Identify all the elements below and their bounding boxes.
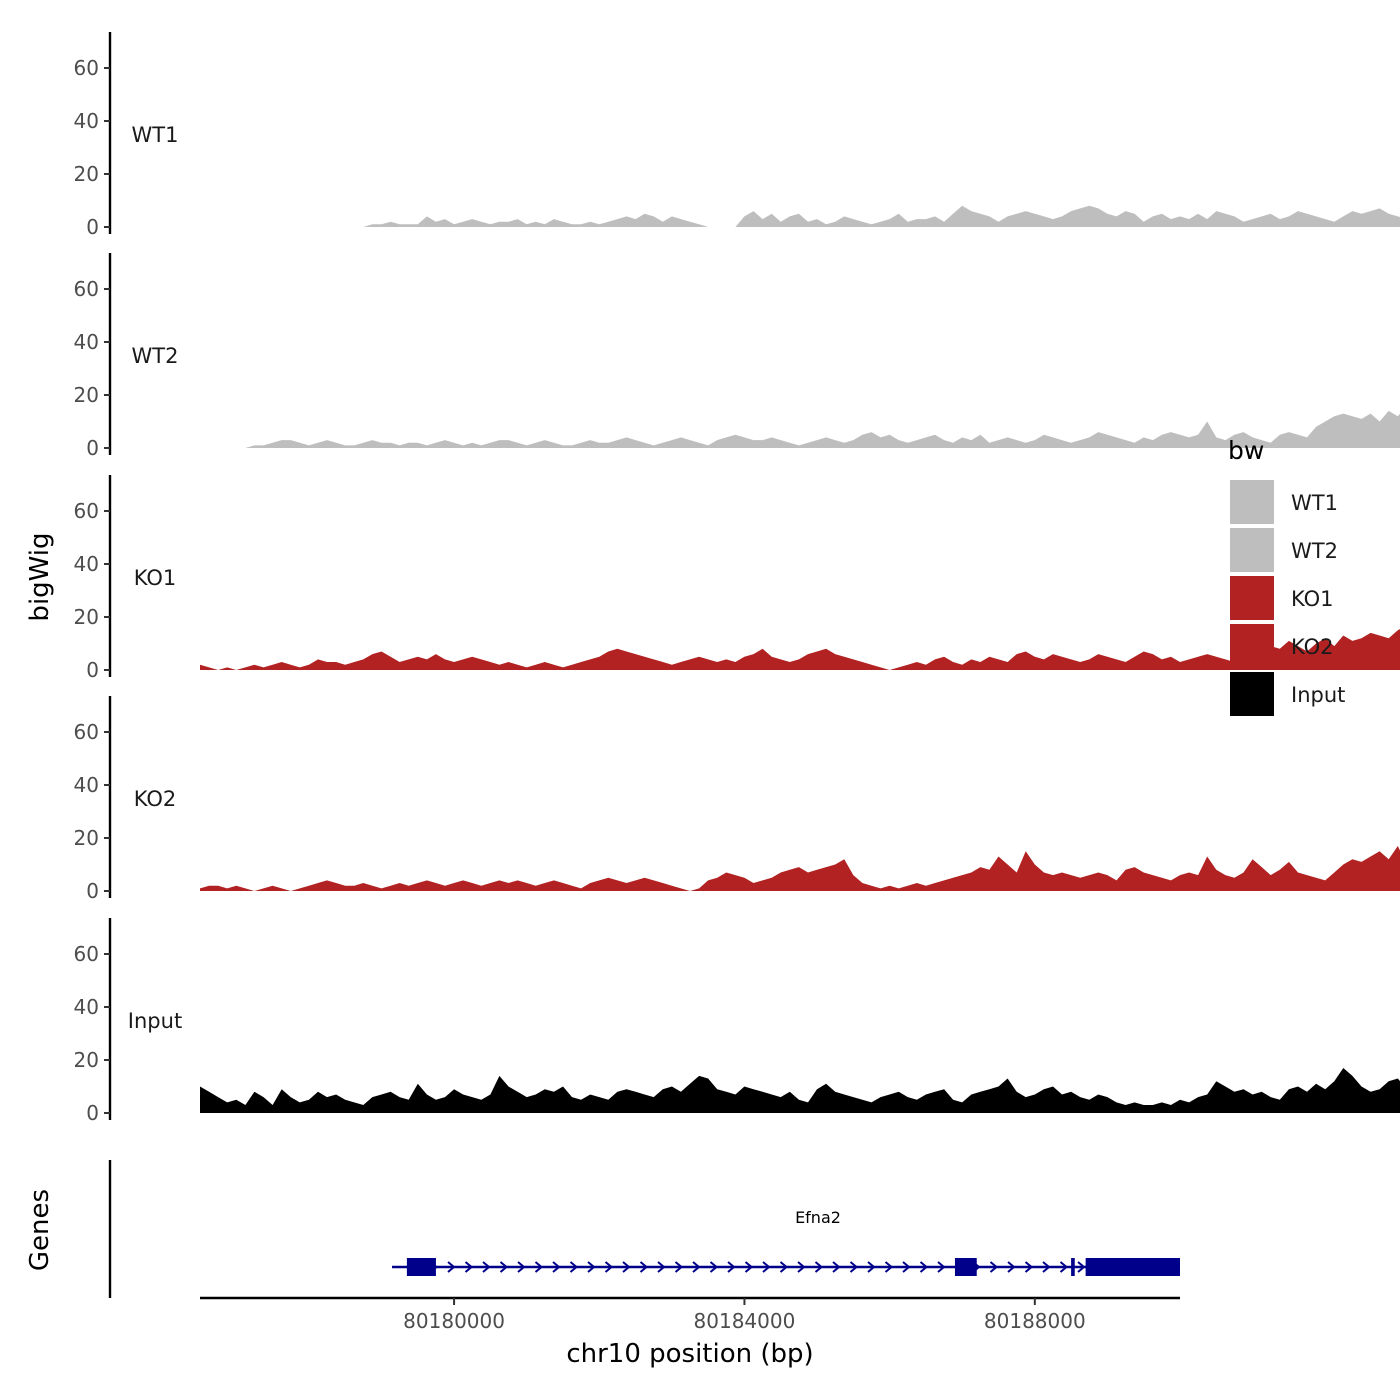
track-ko1: 0 20 40 60 KO1 (74, 475, 1400, 682)
y-tick-label: 0 (86, 658, 99, 682)
legend-key-ko2 (1230, 624, 1274, 668)
strand-arrow (937, 1261, 946, 1273)
strand-arrow (499, 1261, 509, 1273)
strand-arrow (604, 1261, 614, 1273)
strand-arrow (779, 1261, 789, 1273)
strand-arrow (639, 1261, 649, 1273)
track-label-input: Input (128, 1009, 182, 1033)
y-tick-label: 20 (74, 162, 99, 186)
y-axis-title: bigWig (25, 532, 55, 621)
strand-arrow (569, 1261, 579, 1273)
gene-exon (954, 1258, 977, 1276)
strand-arrow (657, 1261, 666, 1273)
track-wt1: 0 20 40 60 WT1 (74, 32, 1400, 239)
legend-label-input: Input (1291, 683, 1345, 707)
strand-arrow (482, 1261, 491, 1273)
legend-key-ko1 (1230, 576, 1274, 620)
strand-arrow (517, 1261, 526, 1273)
x-axis: 80180000 80184000 80188000 (200, 1296, 1180, 1333)
strand-arrow (1059, 1261, 1069, 1273)
strand-arrow (849, 1261, 859, 1273)
x-tick-label: 80180000 (403, 1309, 505, 1333)
y-tick-label: 0 (86, 215, 99, 239)
strand-arrow (674, 1261, 684, 1273)
strand-arrow (744, 1261, 754, 1273)
area-wt1 (200, 205, 1400, 227)
y-tick-label: 0 (86, 879, 99, 903)
strand-arrow (1007, 1261, 1016, 1273)
y-tick-label: 40 (74, 552, 99, 576)
strand-arrow (464, 1261, 474, 1273)
y-tick-label: 40 (74, 330, 99, 354)
x-tick-label: 80188000 (984, 1309, 1086, 1333)
strand-arrow (727, 1261, 736, 1273)
area-wt2 (200, 410, 1400, 448)
strand-arrow (1042, 1261, 1051, 1273)
strand-arrow (762, 1261, 771, 1273)
area-input (200, 1068, 1400, 1113)
strand-arrow (902, 1261, 911, 1273)
legend-key-input (1230, 672, 1274, 716)
x-tick-label: 80184000 (694, 1309, 796, 1333)
gene-name-label: Efna2 (795, 1208, 841, 1227)
strand-arrow (534, 1261, 544, 1273)
track-label-wt2: WT2 (132, 344, 179, 368)
legend-label-wt1: WT1 (1291, 491, 1338, 515)
legend-key-wt2 (1230, 528, 1274, 572)
y-tick-label: 60 (74, 56, 99, 80)
y-tick-label: 40 (74, 995, 99, 1019)
track-label-ko2: KO2 (134, 787, 177, 811)
legend-title: bw (1228, 436, 1264, 465)
strand-arrow (797, 1261, 806, 1273)
track-label-ko1: KO1 (134, 566, 177, 590)
gene-exon (1085, 1258, 1180, 1276)
track-input: 0 20 40 60 Input (74, 918, 1400, 1125)
track-label-wt1: WT1 (132, 123, 179, 147)
coverage-tracks: 0 20 40 60 WT1 0 20 40 60 WT2 0 20 40 60 KO1 0 20 40 60 KO2… (74, 32, 1400, 1125)
y-tick-label: 60 (74, 499, 99, 523)
strand-arrow (709, 1261, 719, 1273)
gene-track: Efna2 (108, 1160, 1180, 1298)
gene-exon (406, 1258, 436, 1276)
strand-arrow (587, 1261, 596, 1273)
strand-arrow (622, 1261, 631, 1273)
area-ko1 (200, 629, 1400, 670)
strand-arrow (867, 1261, 876, 1273)
strand-arrow (884, 1261, 894, 1273)
legend-label-wt2: WT2 (1291, 539, 1338, 563)
strand-arrow (552, 1261, 561, 1273)
y-tick-label: 60 (74, 942, 99, 966)
strand-arrow (1077, 1261, 1086, 1273)
area-ko2 (200, 846, 1400, 891)
strand-arrow (447, 1261, 456, 1273)
strand-arrow (1024, 1261, 1034, 1273)
y-tick-label: 40 (74, 109, 99, 133)
track-wt2: 0 20 40 60 WT2 (74, 253, 1400, 460)
legend-key-wt1 (1230, 480, 1274, 524)
y-tick-label: 20 (74, 826, 99, 850)
y-tick-label: 60 (74, 720, 99, 744)
y-tick-label: 40 (74, 773, 99, 797)
y-tick-label: 20 (74, 1048, 99, 1072)
genes-axis-title: Genes (25, 1189, 55, 1271)
strand-arrow (692, 1261, 701, 1273)
y-tick-label: 60 (74, 277, 99, 301)
gene-exon (1071, 1258, 1075, 1276)
y-tick-label: 0 (86, 436, 99, 460)
x-axis-title: chr10 position (bp) (566, 1339, 813, 1369)
strand-arrow (814, 1261, 824, 1273)
strand-arrow (832, 1261, 841, 1273)
track-ko2: 0 20 40 60 KO2 (74, 696, 1400, 903)
strand-arrow (989, 1261, 999, 1273)
legend-label-ko2: KO2 (1291, 635, 1334, 659)
strand-arrow (919, 1261, 929, 1273)
y-tick-label: 0 (86, 1101, 99, 1125)
y-tick-label: 20 (74, 605, 99, 629)
legend: bw WT1 WT2 KO1 KO2 Input (1228, 436, 1345, 716)
legend-label-ko1: KO1 (1291, 587, 1334, 611)
y-tick-label: 20 (74, 383, 99, 407)
